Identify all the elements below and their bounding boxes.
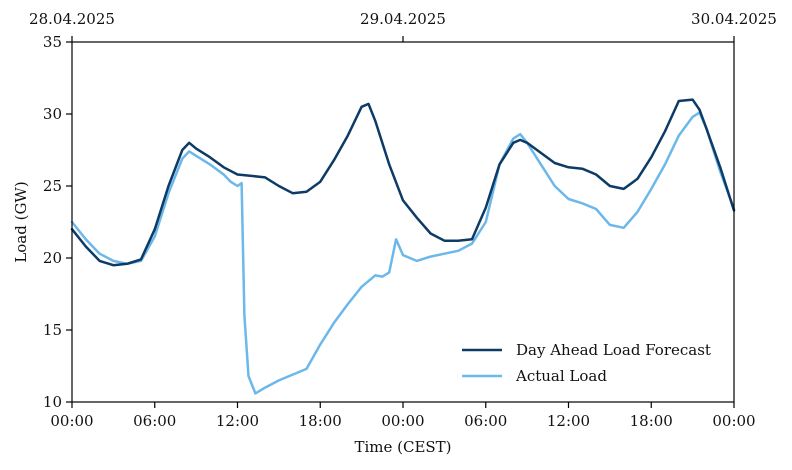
x-tick-label: 00:00 (50, 412, 93, 430)
y-tick-label: 20 (43, 249, 62, 267)
legend-label-actual: Actual Load (515, 367, 607, 385)
y-axis-title: Load (GW) (12, 181, 30, 262)
y-tick-label: 15 (43, 321, 62, 339)
y-tick-label: 10 (43, 393, 62, 411)
y-tick-label: 25 (43, 177, 62, 195)
x-tick-label: 00:00 (712, 412, 755, 430)
y-tick-label: 35 (43, 33, 62, 51)
date-labels: 28.04.2025 29.04.2025 30.04.2025 (29, 10, 777, 42)
x-tick-label: 06:00 (464, 412, 507, 430)
series-line-forecast (70, 98, 736, 267)
x-tick-label: 12:00 (216, 412, 259, 430)
x-axis-title: Time (CEST) (354, 438, 451, 456)
x-tick-label: 18:00 (299, 412, 342, 430)
x-axis-ticks: 00:00 06:00 12:00 18:00 00:00 06:00 12:00 18:00… (50, 402, 756, 430)
date-label: 29.04.2025 (360, 10, 446, 28)
legend: Day Ahead Load Forecast Actual Load (462, 341, 711, 385)
plot-frame (71, 41, 735, 403)
y-axis-ticks: 10 15 20 25 30 35 (43, 33, 72, 411)
x-tick-label: 06:00 (133, 412, 176, 430)
date-label: 30.04.2025 (691, 10, 777, 28)
series-line-actual (70, 111, 736, 395)
legend-label-forecast: Day Ahead Load Forecast (516, 341, 711, 359)
x-tick-label: 00:00 (381, 412, 424, 430)
x-tick-label: 18:00 (630, 412, 673, 430)
date-label: 28.04.2025 (29, 10, 115, 28)
series-layer (70, 98, 736, 395)
x-tick-label: 12:00 (547, 412, 590, 430)
y-tick-label: 30 (43, 105, 62, 123)
